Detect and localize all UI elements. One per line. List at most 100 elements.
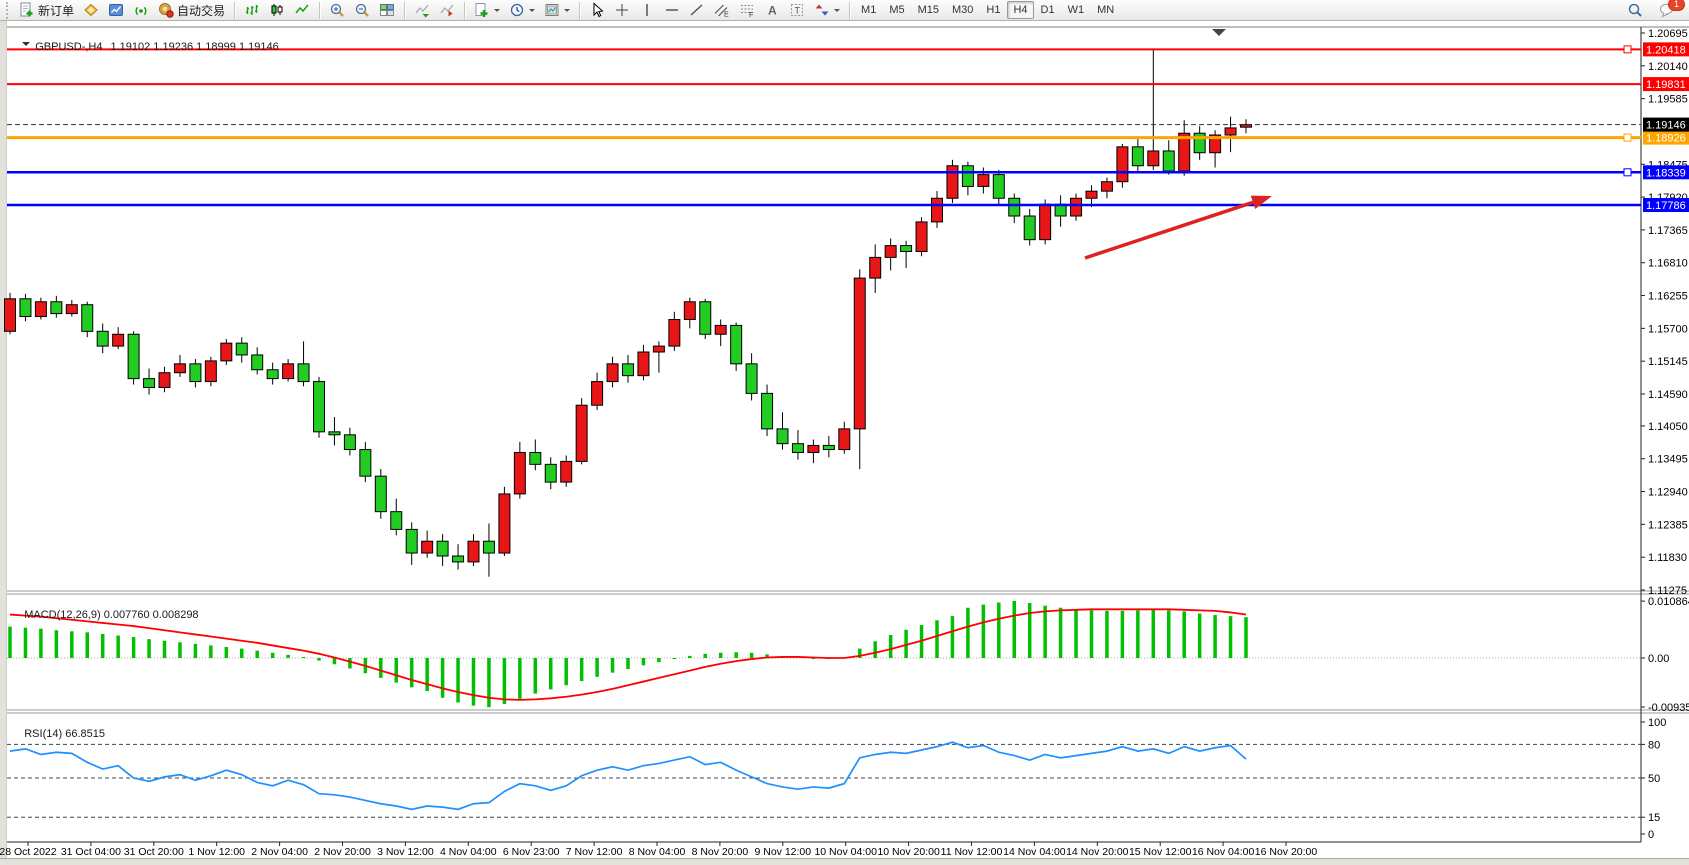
timeframe-m15[interactable]: M15 — [917, 4, 939, 16]
chart-window-icon — [109, 4, 124, 16]
timeframe-d1[interactable]: D1 — [1040, 4, 1055, 16]
zoom-in-button[interactable] — [325, 0, 349, 21]
trend-arrow-head[interactable] — [1250, 195, 1272, 209]
timeframe-m30[interactable]: M30 — [952, 4, 974, 16]
timeframe-h1[interactable]: H1 — [986, 4, 1001, 16]
rsi-axis-label: 15 — [1648, 812, 1660, 824]
candle-bullish — [173, 363, 186, 374]
symbol-dropdown-icon[interactable] — [22, 41, 31, 50]
timeframe-w1[interactable]: W1 — [1067, 4, 1085, 16]
gold-button[interactable] — [79, 0, 103, 21]
candle-bearish — [405, 528, 418, 554]
new-order-button[interactable]: 新订单 — [15, 0, 78, 21]
time-axis-label: 1 Nov 12:00 — [188, 846, 245, 858]
signal-button[interactable] — [129, 0, 153, 21]
chart-shift-marker[interactable] — [1212, 29, 1226, 36]
trend-arrow-shaft[interactable] — [1084, 200, 1254, 260]
candle-bullish — [112, 333, 125, 347]
candle-bearish — [544, 463, 557, 483]
tile-windows-button[interactable] — [375, 0, 399, 21]
svg-text:T: T — [795, 6, 801, 16]
candle-bullish — [1039, 203, 1052, 241]
price-axis-label: 1.17365 — [1648, 225, 1688, 237]
price-axis-label: 1.15145 — [1648, 356, 1688, 368]
toolbar-separator — [234, 1, 236, 19]
timeframe-m1[interactable]: M1 — [861, 4, 877, 16]
candle-bullish — [513, 452, 526, 495]
candle-bullish — [1100, 181, 1113, 192]
candle-bullish — [421, 540, 434, 554]
chart-window-button[interactable] — [104, 0, 128, 21]
price-axis-label: 1.19585 — [1648, 94, 1688, 106]
time-axis-label: 3 Nov 12:00 — [377, 846, 434, 858]
hline-price-tag — [1643, 130, 1689, 145]
time-axis-label: 4 Nov 04:00 — [440, 846, 497, 858]
candle-bearish — [699, 301, 712, 335]
toolbar-separator — [849, 1, 851, 19]
candle-bearish — [143, 378, 156, 388]
zoom-out-button[interactable] — [350, 0, 374, 21]
periods-button[interactable] — [505, 0, 539, 21]
text-label-tool-button[interactable]: T — [785, 0, 809, 21]
template-icon — [545, 4, 559, 16]
line-handle[interactable] — [1623, 168, 1632, 177]
candle-bearish — [19, 298, 32, 318]
candle-bearish — [235, 342, 248, 356]
search-button[interactable] — [1623, 0, 1647, 21]
text-tool-button[interactable]: A — [760, 0, 784, 21]
price-tag-label: 1.19831 — [1646, 79, 1686, 91]
price-axis-label: 1.16810 — [1648, 258, 1688, 270]
line-handle[interactable] — [1623, 133, 1632, 142]
channel-tool-button[interactable]: E — [710, 0, 734, 21]
price-axis-label: 1.14590 — [1648, 389, 1688, 401]
crosshair-tool-button[interactable] — [610, 0, 634, 21]
vertical-line-tool-button[interactable] — [635, 0, 659, 21]
candle-bullish — [606, 363, 619, 383]
chart-symbol-period: GBPUSD-,H4 — [35, 41, 103, 53]
chart-shift-button[interactable] — [435, 0, 459, 21]
candle-bearish — [1023, 215, 1036, 241]
trendline-tool-button[interactable] — [685, 0, 709, 21]
candle-bullish — [977, 174, 990, 187]
candle-bullish — [668, 318, 681, 347]
line-handle[interactable] — [1623, 45, 1632, 54]
price-tag-label: 1.20418 — [1646, 44, 1686, 56]
bar-chart-button[interactable] — [240, 0, 264, 21]
line-chart-button[interactable] — [290, 0, 314, 21]
candlestick-chart-button[interactable] — [265, 0, 289, 21]
tile-windows-icon — [380, 4, 395, 16]
horizontal-line-tool-button[interactable] — [660, 0, 684, 21]
cursor-tool-button[interactable] — [585, 0, 609, 21]
arrows-tool-button[interactable] — [810, 0, 844, 21]
candle-bullish — [1209, 134, 1222, 154]
notifications-button[interactable]: 1 — [1655, 0, 1685, 21]
time-axis-label: 10 Nov 20:00 — [877, 846, 940, 858]
fibonacci-tool-button[interactable]: F — [735, 0, 759, 21]
price-axis-label: 1.12940 — [1648, 487, 1688, 499]
time-axis-label: 6 Nov 23:00 — [503, 846, 560, 858]
window-left-border — [0, 21, 7, 858]
timeframe-m5[interactable]: M5 — [889, 4, 905, 16]
timeframe-mn[interactable]: MN — [1097, 4, 1115, 16]
time-axis-label: 2 Nov 04:00 — [251, 846, 308, 858]
svg-text:A: A — [768, 4, 777, 18]
autotrading-button[interactable]: 自动交易 — [154, 0, 229, 21]
main-toolbar: 新订单 自动交易 — [0, 0, 1689, 21]
candle-bullish — [946, 165, 959, 199]
candle-bullish — [652, 345, 665, 353]
indicators-button[interactable] — [470, 0, 504, 21]
chart-ohlc-values: 1.19102 1.19236 1.18999 1.19146 — [110, 41, 279, 53]
candle-bearish — [343, 434, 356, 451]
templates-button[interactable] — [540, 0, 574, 21]
time-axis-label: 28 Oct 2022 — [0, 846, 57, 858]
time-axis-label: 16 Nov 04:00 — [1192, 846, 1255, 858]
candle-bearish — [822, 444, 835, 451]
time-axis-label: 15 Nov 12:00 — [1129, 846, 1192, 858]
candle-bullish — [683, 301, 696, 320]
candle-bullish — [498, 493, 511, 554]
vertical-line-icon — [646, 4, 648, 16]
auto-scroll-button[interactable] — [410, 0, 434, 21]
svg-text:E: E — [724, 12, 729, 19]
candle-bearish — [482, 540, 495, 554]
timeframe-h4[interactable]: H4 — [1007, 1, 1034, 19]
